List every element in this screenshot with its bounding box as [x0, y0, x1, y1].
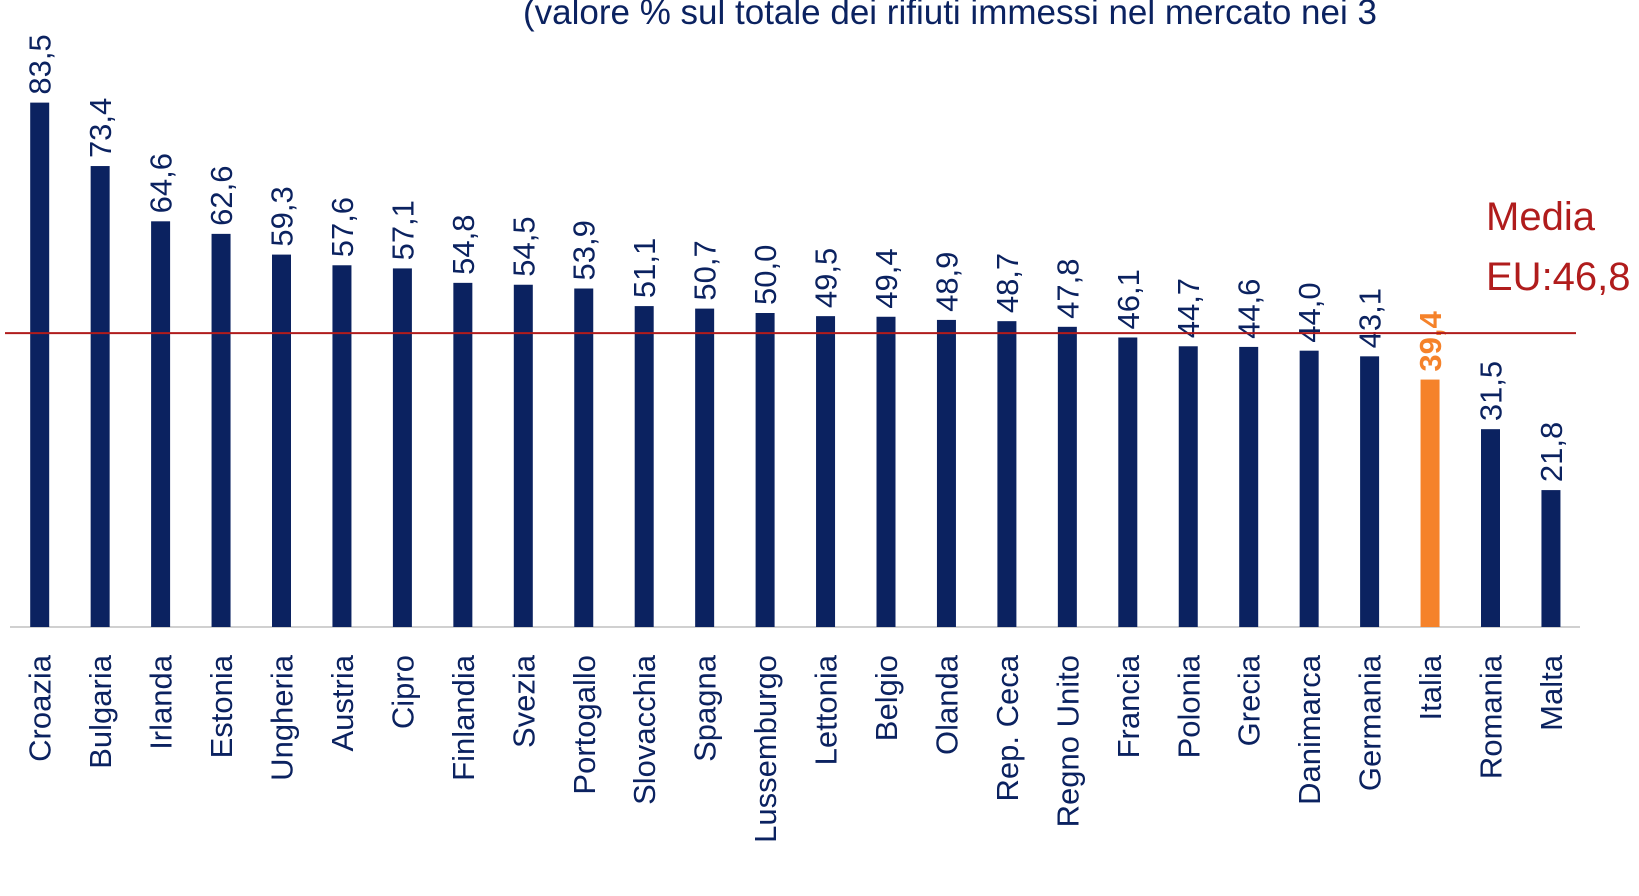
bar: [332, 265, 352, 627]
value-label: 44,6: [1232, 279, 1267, 339]
x-tick-label: Irlanda: [144, 654, 179, 750]
bar: [634, 306, 654, 627]
value-label: 64,6: [144, 153, 179, 213]
bar: [1178, 346, 1198, 627]
x-tick-label: Grecia: [1232, 654, 1267, 746]
bar: [1299, 350, 1319, 627]
x-tick-label: Estonia: [204, 654, 239, 758]
x-tick-label: Germania: [1353, 654, 1388, 791]
bar: [90, 166, 110, 627]
x-tick-label: Romania: [1474, 654, 1509, 779]
value-label: 48,9: [929, 252, 964, 312]
x-tick-label: Francia: [1111, 654, 1146, 758]
bar: [211, 233, 231, 627]
value-label: 43,1: [1353, 288, 1388, 348]
bar: [1360, 356, 1380, 627]
bar: [816, 316, 836, 627]
x-tick-label: Svezia: [506, 654, 541, 748]
value-label: 57,1: [385, 200, 420, 260]
x-tick-label: Cipro: [385, 655, 420, 729]
value-label: 46,1: [1111, 269, 1146, 329]
value-label: 50,0: [748, 245, 783, 305]
value-label: 39,4: [1413, 310, 1448, 371]
bar: [1481, 429, 1500, 627]
x-tick-label: Lettonia: [809, 654, 844, 765]
x-tick-label: Belgio: [869, 655, 904, 741]
value-label: 54,8: [446, 215, 481, 275]
bar: [392, 268, 412, 627]
bar: [1118, 337, 1138, 627]
x-tick-label: Lussemburgo: [748, 655, 783, 843]
value-label: 73,4: [83, 98, 118, 158]
value-label: 54,5: [506, 216, 541, 276]
bar: [1239, 346, 1259, 627]
bar: [1541, 490, 1561, 627]
value-label: 47,8: [1050, 258, 1085, 318]
bar: [755, 313, 775, 627]
value-label: 83,5: [23, 34, 58, 94]
x-tick-label: Austria: [325, 654, 360, 751]
value-label: 51,1: [627, 238, 662, 298]
bar: [513, 284, 533, 627]
value-label: 49,4: [869, 248, 904, 308]
value-label: 50,7: [688, 240, 723, 300]
chart-subtitle: (valore % sul totale dei rifiuti immessi…: [523, 0, 1377, 32]
average-label: EU:46,8: [1486, 255, 1631, 299]
x-tick-label: Portogallo: [567, 655, 602, 795]
x-tick-label: Rep. Ceca: [990, 654, 1025, 801]
bar: [151, 221, 171, 627]
x-tick-label: Olanda: [929, 654, 964, 755]
value-label: 59,3: [265, 186, 300, 246]
value-label: 31,5: [1474, 361, 1509, 421]
value-label: 53,9: [567, 220, 602, 280]
x-tick-label: Polonia: [1171, 654, 1206, 758]
bar: [936, 319, 956, 627]
average-label: Media: [1486, 195, 1596, 239]
value-label: 21,8: [1534, 422, 1569, 482]
bar: [453, 282, 473, 627]
bar: [272, 254, 291, 627]
x-tick-label: Spagna: [688, 654, 723, 762]
x-tick-label: Danimarca: [1292, 654, 1327, 805]
x-tick-label: Slovacchia: [627, 654, 662, 805]
x-tick-label: Bulgaria: [83, 654, 118, 768]
value-label: 44,7: [1171, 278, 1206, 338]
bar: [1057, 326, 1077, 627]
bar: [695, 308, 715, 627]
value-label: 57,6: [325, 197, 360, 257]
value-label: 48,7: [990, 253, 1025, 313]
x-tick-label: Ungheria: [265, 654, 300, 781]
value-label: 62,6: [204, 166, 239, 226]
bar: [30, 102, 50, 628]
x-tick-label: Finlandia: [446, 654, 481, 781]
x-tick-label: Croazia: [23, 654, 58, 762]
value-label: 49,5: [809, 248, 844, 308]
bar: [1420, 379, 1440, 627]
bar: [574, 288, 594, 627]
x-tick-label: Malta: [1534, 654, 1569, 731]
x-tick-label: Regno Unito: [1050, 655, 1085, 827]
bar: [997, 321, 1017, 627]
bar: [876, 316, 896, 627]
x-tick-label: Italia: [1413, 654, 1448, 720]
